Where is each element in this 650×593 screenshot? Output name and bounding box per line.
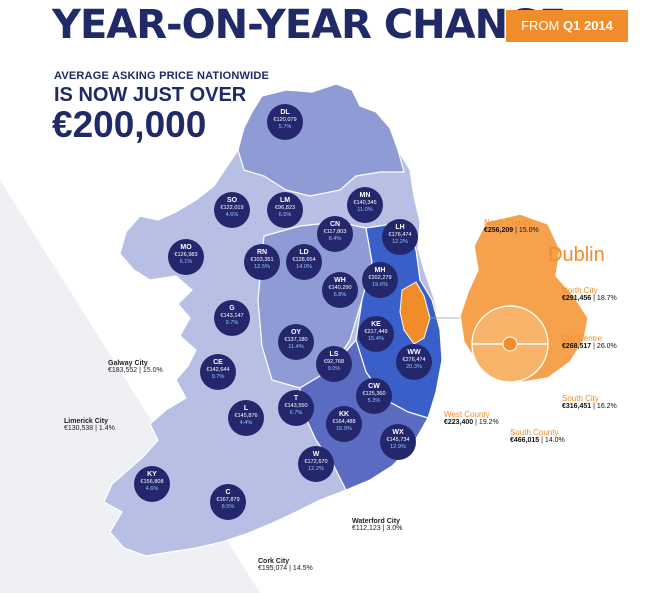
county-pin-g: G €143,147 9.7% — [214, 300, 250, 336]
subtitle-line2: IS NOW JUST OVER — [54, 84, 247, 106]
dublin-city-centre-area — [502, 336, 518, 352]
county-pin-oy: OY €137,180 11.4% — [278, 324, 314, 360]
county-pin-ww: WW €276,474 20.3% — [396, 344, 432, 380]
subtitle-line1: AVERAGE ASKING PRICE NATIONWIDE — [54, 70, 270, 82]
badge-prefix: FROM — [521, 18, 560, 33]
county-pin-ke: KE €217,449 15.4% — [358, 316, 394, 352]
dublin-west-county: West County €223,400 | 19.2% — [444, 410, 499, 426]
county-pin-ky: KY €156,808 4.6% — [134, 466, 170, 502]
dublin-south-county: South County €466,015 | 14.0% — [510, 428, 565, 444]
county-pin-lm: LM €96,823 6.5% — [267, 192, 303, 228]
county-pin-l: L €145,876 4.4% — [228, 400, 264, 436]
city-label-cork: Cork City €195,074 | 14.5% — [258, 558, 313, 572]
county-pin-mo: MO €126,983 6.1% — [168, 239, 204, 275]
county-pin-mn: MN €140,345 11.0% — [347, 187, 383, 223]
county-pin-cn: CN €117,803 8.4% — [317, 216, 353, 252]
page-title: YEAR-ON-YEAR CHANGE — [52, 2, 566, 48]
dublin-city-centre: City Centre €268,517 | 26.0% — [562, 334, 617, 350]
county-pin-t: T €143,550 6.7% — [278, 390, 314, 426]
city-label-waterford: Waterford City €112,123 | 3.0% — [352, 518, 403, 532]
badge-period: Q1 2014 — [563, 18, 613, 33]
county-pin-mh: MH €202,279 19.6% — [362, 262, 398, 298]
county-pin-wx: WX €145,734 12.9% — [380, 424, 416, 460]
county-pin-wh: WH €140,290 6.8% — [322, 272, 358, 308]
county-pin-cw: CW €125,360 5.3% — [356, 378, 392, 414]
county-pin-ld: LD €128,654 14.0% — [286, 244, 322, 280]
county-pin-rn: RN €103,351 12.5% — [244, 244, 280, 280]
dublin-south-city: South City €316,451 | 16.2% — [562, 394, 617, 410]
period-badge: FROM Q1 2014 — [506, 10, 628, 42]
county-pin-lh: LH €176,474 12.2% — [382, 219, 418, 255]
city-label-limerick: Limerick City €130,538 | 1.4% — [64, 418, 115, 432]
dublin-county — [399, 281, 431, 345]
county-pin-ce: CE €142,644 9.7% — [200, 354, 236, 390]
dublin-north-city: North City €291,456 | 18.7% — [562, 286, 617, 302]
headline-value: €200,000 — [52, 104, 207, 145]
dublin-title: Dublin — [548, 244, 605, 266]
county-pin-kk: KK €164,488 16.9% — [326, 406, 362, 442]
dublin-north-county: North County €256,209 | 15.0% — [484, 218, 539, 234]
county-pin-w: W €172,670 12.2% — [298, 446, 334, 482]
county-pin-dl: DL €120,079 5.7% — [267, 104, 303, 140]
county-pin-so: SO €122,019 4.6% — [214, 192, 250, 228]
county-pin-c: C €167,879 8.5% — [210, 484, 246, 520]
city-label-galway: Galway City €183,552 | 15.0% — [108, 360, 163, 374]
county-pin-ls: LS €92,768 9.0% — [316, 346, 352, 382]
